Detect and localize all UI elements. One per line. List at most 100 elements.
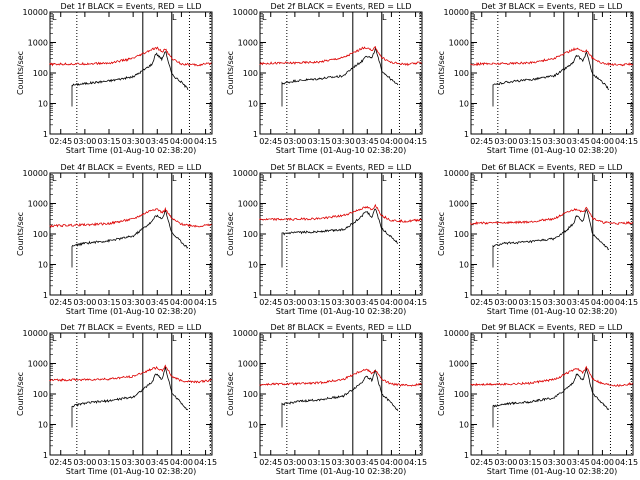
x-axis-label: Start Time (01-Aug-10 02:38:20) xyxy=(66,467,197,476)
plot-frame xyxy=(470,332,634,456)
y-axis-label: Counts/sec xyxy=(16,51,25,95)
events-series-line xyxy=(71,51,189,107)
corner-mark: L xyxy=(593,13,598,22)
x-tick-label: 03:30 xyxy=(122,458,145,467)
x-axis-label: Start Time (01-Aug-10 02:38:20) xyxy=(487,146,618,155)
y-tick-label: 10000 xyxy=(233,8,258,17)
events-series-line xyxy=(281,369,399,428)
corner-mark: L xyxy=(262,174,267,183)
y-tick-label: 1 xyxy=(464,451,469,460)
x-tick-label: 04:15 xyxy=(194,298,217,307)
x-tick-label: 03:45 xyxy=(567,458,590,467)
plot-title: Det 9f BLACK = Events, RED = LLD xyxy=(481,323,622,332)
y-tick-label: 1000 xyxy=(449,360,469,369)
x-tick-label: 03:15 xyxy=(307,458,330,467)
y-tick-label: 10000 xyxy=(444,169,469,178)
y-tick-label: 100 xyxy=(243,230,258,239)
x-tick-label: 03:45 xyxy=(146,137,169,146)
y-tick-label: 100 xyxy=(33,230,48,239)
x-tick-label: 02:45 xyxy=(470,298,493,307)
x-tick-label: 03:00 xyxy=(73,298,96,307)
y-tick-label: 10 xyxy=(248,421,258,430)
corner-mark: L xyxy=(382,334,387,343)
x-tick-label: 03:30 xyxy=(122,137,145,146)
y-tick-label: 1000 xyxy=(238,200,258,209)
y-tick-label: 10 xyxy=(38,421,48,430)
corner-mark: L xyxy=(52,334,57,343)
y-axis-label: Counts/sec xyxy=(226,212,235,256)
y-tick-label: 100 xyxy=(33,390,48,399)
y-tick-label: 10000 xyxy=(23,169,48,178)
plot-title: Det 3f BLACK = Events, RED = LLD xyxy=(481,2,622,11)
x-tick-label: 03:15 xyxy=(518,458,541,467)
x-tick-label: 03:15 xyxy=(97,298,120,307)
corner-mark: L xyxy=(473,334,478,343)
y-tick-label: 10 xyxy=(248,100,258,109)
x-tick-label: 04:00 xyxy=(170,458,193,467)
x-tick-label: 03:30 xyxy=(543,298,566,307)
events-series-line xyxy=(281,208,399,268)
y-tick-label: 10 xyxy=(459,100,469,109)
corner-mark: L xyxy=(172,334,177,343)
y-tick-label: 100 xyxy=(243,390,258,399)
events-series-line xyxy=(492,208,610,268)
x-tick-label: 02:45 xyxy=(470,458,493,467)
x-tick-label: 03:15 xyxy=(97,137,120,146)
x-tick-label: 02:45 xyxy=(259,137,282,146)
y-tick-label: 1 xyxy=(43,451,48,460)
y-tick-label: 10 xyxy=(38,100,48,109)
lld-series-line xyxy=(470,365,634,388)
x-tick-label: 03:30 xyxy=(332,137,355,146)
y-tick-label: 1 xyxy=(43,291,48,300)
y-tick-label: 1000 xyxy=(28,39,48,48)
x-tick-label: 02:45 xyxy=(49,298,72,307)
lld-series-line xyxy=(259,45,422,67)
plot-title: Det 4f BLACK = Events, RED = LLD xyxy=(60,163,201,172)
y-tick-label: 1 xyxy=(464,291,469,300)
x-tick-label: 03:00 xyxy=(494,298,517,307)
events-series-line xyxy=(71,366,189,428)
y-axis-label: Counts/sec xyxy=(437,212,446,256)
y-axis-label: Counts/sec xyxy=(16,372,25,416)
x-tick-label: 04:00 xyxy=(591,137,614,146)
lld-series-line xyxy=(470,206,634,226)
x-tick-label: 03:45 xyxy=(356,298,379,307)
y-tick-label: 1 xyxy=(43,130,48,139)
y-axis-label: Counts/sec xyxy=(226,372,235,416)
lld-series-line xyxy=(49,206,212,229)
x-tick-label: 03:30 xyxy=(122,298,145,307)
x-tick-label: 02:45 xyxy=(470,137,493,146)
events-series-line xyxy=(492,51,610,107)
events-series-line xyxy=(71,209,189,268)
lld-series-line xyxy=(49,364,212,384)
x-tick-label: 04:15 xyxy=(194,458,217,467)
y-tick-label: 1000 xyxy=(449,39,469,48)
x-tick-label: 03:45 xyxy=(146,458,169,467)
x-tick-label: 04:00 xyxy=(380,298,403,307)
x-tick-label: 03:15 xyxy=(307,298,330,307)
x-tick-label: 03:30 xyxy=(543,458,566,467)
x-tick-label: 03:15 xyxy=(518,137,541,146)
x-tick-label: 03:00 xyxy=(73,458,96,467)
x-tick-label: 03:45 xyxy=(356,137,379,146)
x-tick-label: 02:45 xyxy=(49,137,72,146)
x-tick-label: 03:00 xyxy=(283,458,306,467)
x-tick-label: 04:15 xyxy=(404,298,427,307)
x-axis-label: Start Time (01-Aug-10 02:38:20) xyxy=(487,307,618,316)
corner-mark: L xyxy=(172,174,177,183)
y-tick-label: 10000 xyxy=(23,329,48,338)
y-tick-label: 10000 xyxy=(233,169,258,178)
x-tick-label: 04:00 xyxy=(591,458,614,467)
y-tick-label: 100 xyxy=(454,230,469,239)
y-tick-label: 10000 xyxy=(444,329,469,338)
y-tick-label: 100 xyxy=(454,69,469,78)
y-tick-label: 100 xyxy=(33,69,48,78)
y-axis-label: Counts/sec xyxy=(437,372,446,416)
